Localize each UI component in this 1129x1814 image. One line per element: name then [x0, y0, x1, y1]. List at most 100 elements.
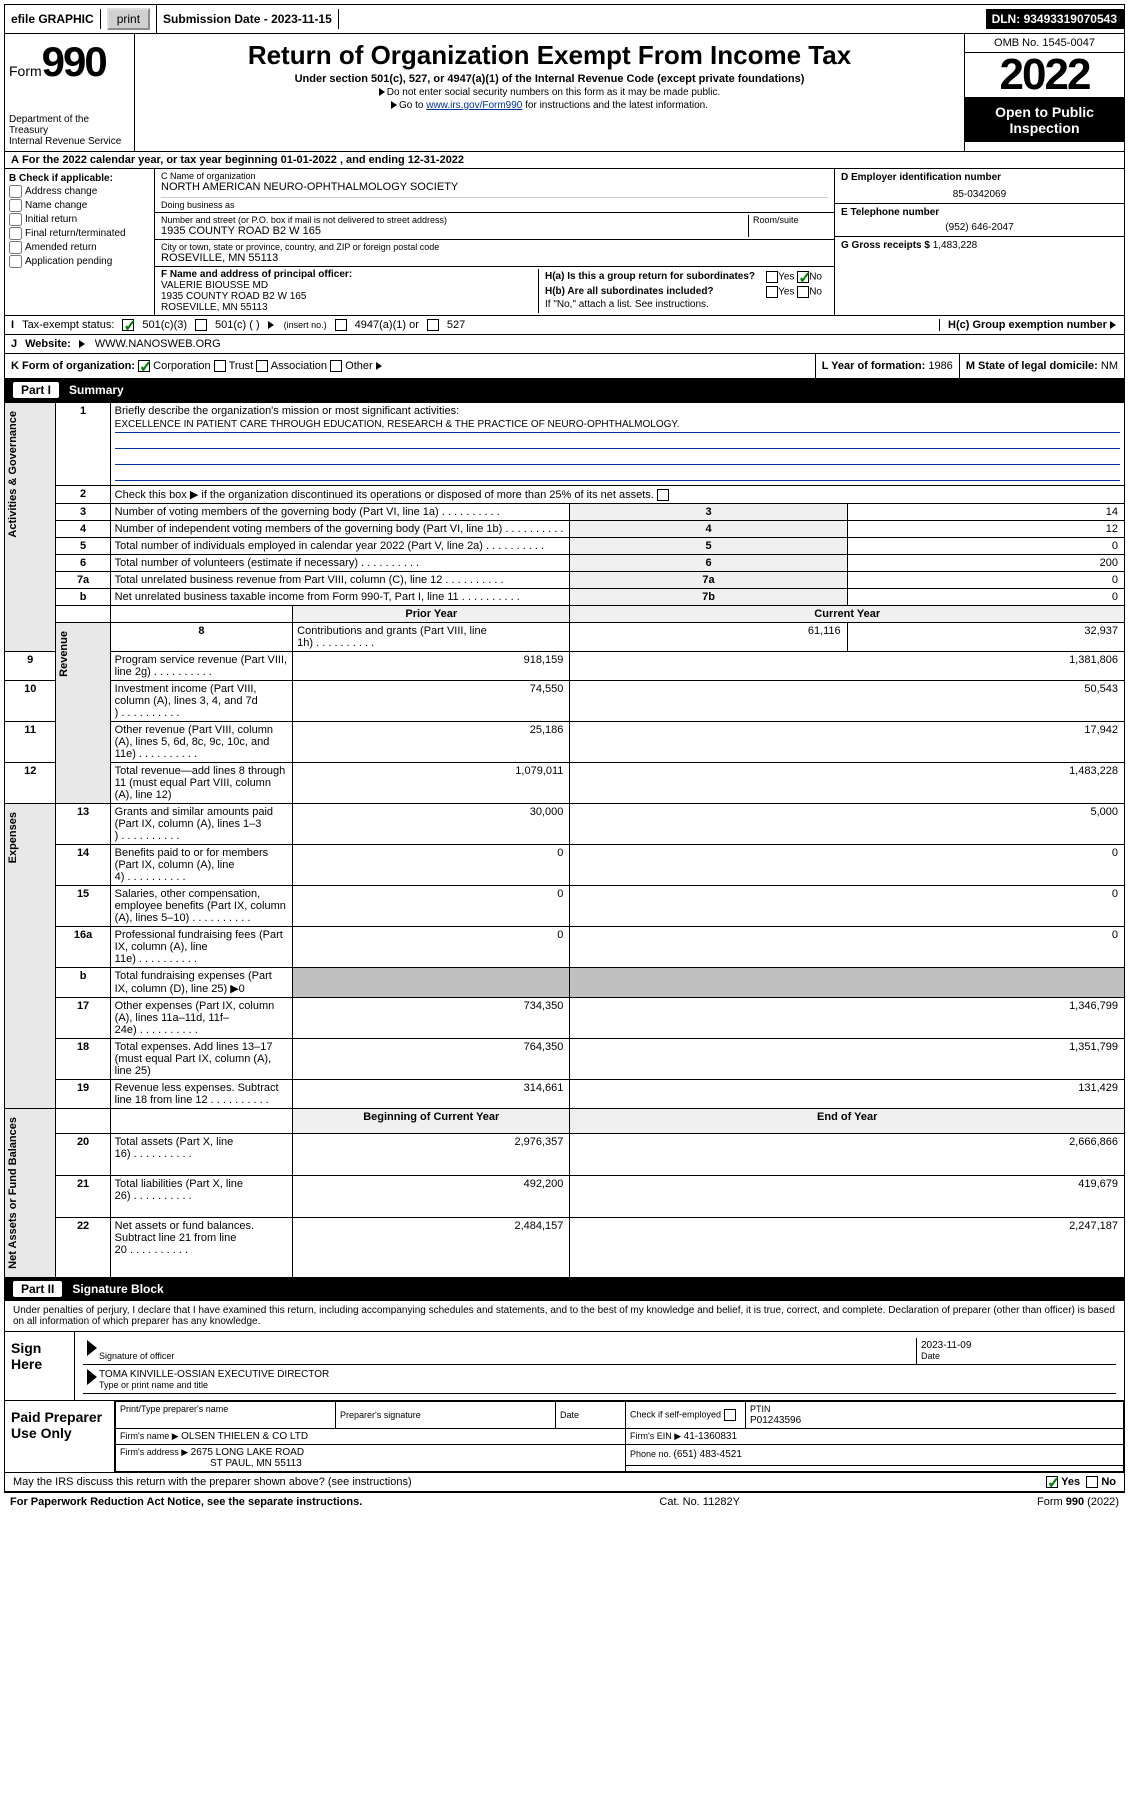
row-i: I Tax-exempt status: 501(c)(3) 501(c) ( …: [4, 316, 1125, 335]
firm-phone-label: Phone no.: [630, 1449, 674, 1459]
chk-501c3[interactable]: [122, 319, 134, 331]
mission-text: EXCELLENCE IN PATIENT CARE THROUGH EDUCA…: [115, 419, 1120, 433]
gross-value: 1,483,228: [933, 240, 978, 251]
form-prefix: Form: [9, 63, 42, 79]
officer-typed-name: TOMA KINVILLE-OSSIAN EXECUTIVE DIRECTOR: [99, 1369, 329, 1380]
website-label: Website:: [25, 338, 71, 350]
triangle-icon: [379, 88, 385, 96]
ag-7a: 0: [847, 572, 1124, 589]
chk-name-change[interactable]: Name change: [9, 199, 150, 212]
discuss-no[interactable]: [1086, 1476, 1098, 1488]
triangle-icon: [391, 101, 397, 109]
exp-19c: 131,429: [570, 1080, 1125, 1109]
yof-value: 1986: [928, 360, 952, 372]
hc-label: H(c) Group exemption number: [948, 319, 1107, 331]
exp-16ap: 0: [293, 927, 570, 968]
website-value: WWW.NANOSWEB.ORG: [95, 338, 221, 350]
col-prior-year: Prior Year: [293, 606, 570, 623]
addr-value: 1935 COUNTY ROAD B2 W 165: [161, 225, 748, 237]
hb-yes[interactable]: [766, 286, 778, 298]
chk-discontinued[interactable]: [657, 489, 669, 501]
chk-self-employed[interactable]: [724, 1409, 736, 1421]
na-21c: 419,679: [570, 1176, 1125, 1218]
part1-title: Summary: [69, 383, 124, 397]
exp-17c: 1,346,799: [570, 998, 1125, 1039]
exp-16ac: 0: [570, 927, 1125, 968]
firm-name-label: Firm's name ▶: [120, 1431, 181, 1441]
ag-5: 0: [847, 538, 1124, 555]
sig-date-label: Date: [921, 1351, 940, 1361]
entity-block: B Check if applicable: Address change Na…: [4, 169, 1125, 316]
chk-app-pending[interactable]: Application pending: [9, 255, 150, 268]
chk-initial-return[interactable]: Initial return: [9, 213, 150, 226]
phone-label: E Telephone number: [841, 207, 1118, 218]
chk-amended[interactable]: Amended return: [9, 241, 150, 254]
prep-sig-label: Preparer's signature: [340, 1410, 421, 1420]
sign-here-label: Sign Here: [5, 1332, 75, 1400]
rev-9p: 918,159: [293, 652, 570, 681]
box-f-label: F Name and address of principal officer:: [161, 269, 538, 280]
chk-other[interactable]: [330, 360, 342, 372]
col-boy: Beginning of Current Year: [293, 1109, 570, 1134]
na-22c: 2,247,187: [570, 1218, 1125, 1278]
officer-addr2: ROSEVILLE, MN 55113: [161, 302, 538, 313]
firm-phone: (651) 483-4521: [674, 1449, 742, 1460]
discuss-yes[interactable]: [1046, 1476, 1058, 1488]
signature-block: Under penalties of perjury, I declare th…: [4, 1301, 1125, 1492]
exp-13p: 30,000: [293, 804, 570, 845]
chk-corp[interactable]: [138, 360, 150, 372]
exp-18c: 1,351,799: [570, 1039, 1125, 1080]
ag-6: 200: [847, 555, 1124, 572]
ein-label: D Employer identification number: [841, 172, 1118, 183]
efile-label: efile GRAPHIC: [5, 9, 101, 29]
chk-final-return[interactable]: Final return/terminated: [9, 227, 150, 240]
hb-no[interactable]: [797, 286, 809, 298]
form-org-label: K Form of organization:: [11, 360, 135, 372]
rev-10p: 74,550: [293, 681, 570, 722]
hb-note: If "No," attach a list. See instructions…: [545, 299, 822, 310]
room-label: Room/suite: [753, 215, 828, 225]
org-name-label: C Name of organization: [161, 171, 828, 181]
discuss-text: May the IRS discuss this return with the…: [13, 1476, 412, 1488]
chk-4947[interactable]: [335, 319, 347, 331]
prep-name-label: Print/Type preparer's name: [120, 1404, 228, 1414]
hb-label: H(b) Are all subordinates included?: [545, 286, 714, 297]
form-header: Form990 Department of the Treasury Inter…: [4, 34, 1125, 152]
tab-exp: Expenses: [5, 804, 21, 871]
officer-addr1: 1935 COUNTY ROAD B2 W 165: [161, 291, 538, 302]
ein-value: 85-0342069: [841, 189, 1118, 200]
exp-16bc: [570, 968, 1125, 998]
city-value: ROSEVILLE, MN 55113: [161, 252, 828, 264]
rev-12c: 1,483,228: [570, 763, 1125, 804]
chk-501c[interactable]: [195, 319, 207, 331]
exp-14c: 0: [570, 845, 1125, 886]
form-subtitle: Under section 501(c), 527, or 4947(a)(1)…: [143, 73, 956, 85]
rev-8p: 61,116: [570, 623, 847, 652]
firm-ein-label: Firm's EIN ▶: [630, 1431, 684, 1441]
part2-title: Signature Block: [72, 1282, 163, 1296]
exp-14p: 0: [293, 845, 570, 886]
chk-527[interactable]: [427, 319, 439, 331]
ha-yes[interactable]: [766, 271, 778, 283]
domicile-label: M State of legal domicile:: [966, 360, 1101, 372]
perjury-declaration: Under penalties of perjury, I declare th…: [5, 1301, 1124, 1331]
col-eoy: End of Year: [570, 1109, 1125, 1134]
rev-12p: 1,079,011: [293, 763, 570, 804]
dba-label: Doing business as: [161, 200, 828, 210]
print-button[interactable]: print: [107, 8, 150, 30]
ha-no[interactable]: [797, 271, 809, 283]
officer-name: VALERIE BIOUSSE MD: [161, 280, 538, 291]
ag-3: 14: [847, 504, 1124, 521]
chk-assoc[interactable]: [256, 360, 268, 372]
chk-address-change[interactable]: Address change: [9, 185, 150, 198]
exp-15p: 0: [293, 886, 570, 927]
domicile-value: NM: [1101, 360, 1118, 372]
chk-trust[interactable]: [214, 360, 226, 372]
typed-label: Type or print name and title: [99, 1380, 208, 1390]
irs-link[interactable]: www.irs.gov/Form990: [426, 100, 522, 111]
tab-na: Net Assets or Fund Balances: [5, 1109, 21, 1277]
ha-label: H(a) Is this a group return for subordin…: [545, 271, 755, 282]
row-k: K Form of organization: Corporation Trus…: [4, 354, 1125, 379]
sig-date: 2023-11-09: [921, 1340, 971, 1351]
city-label: City or town, state or province, country…: [161, 242, 828, 252]
